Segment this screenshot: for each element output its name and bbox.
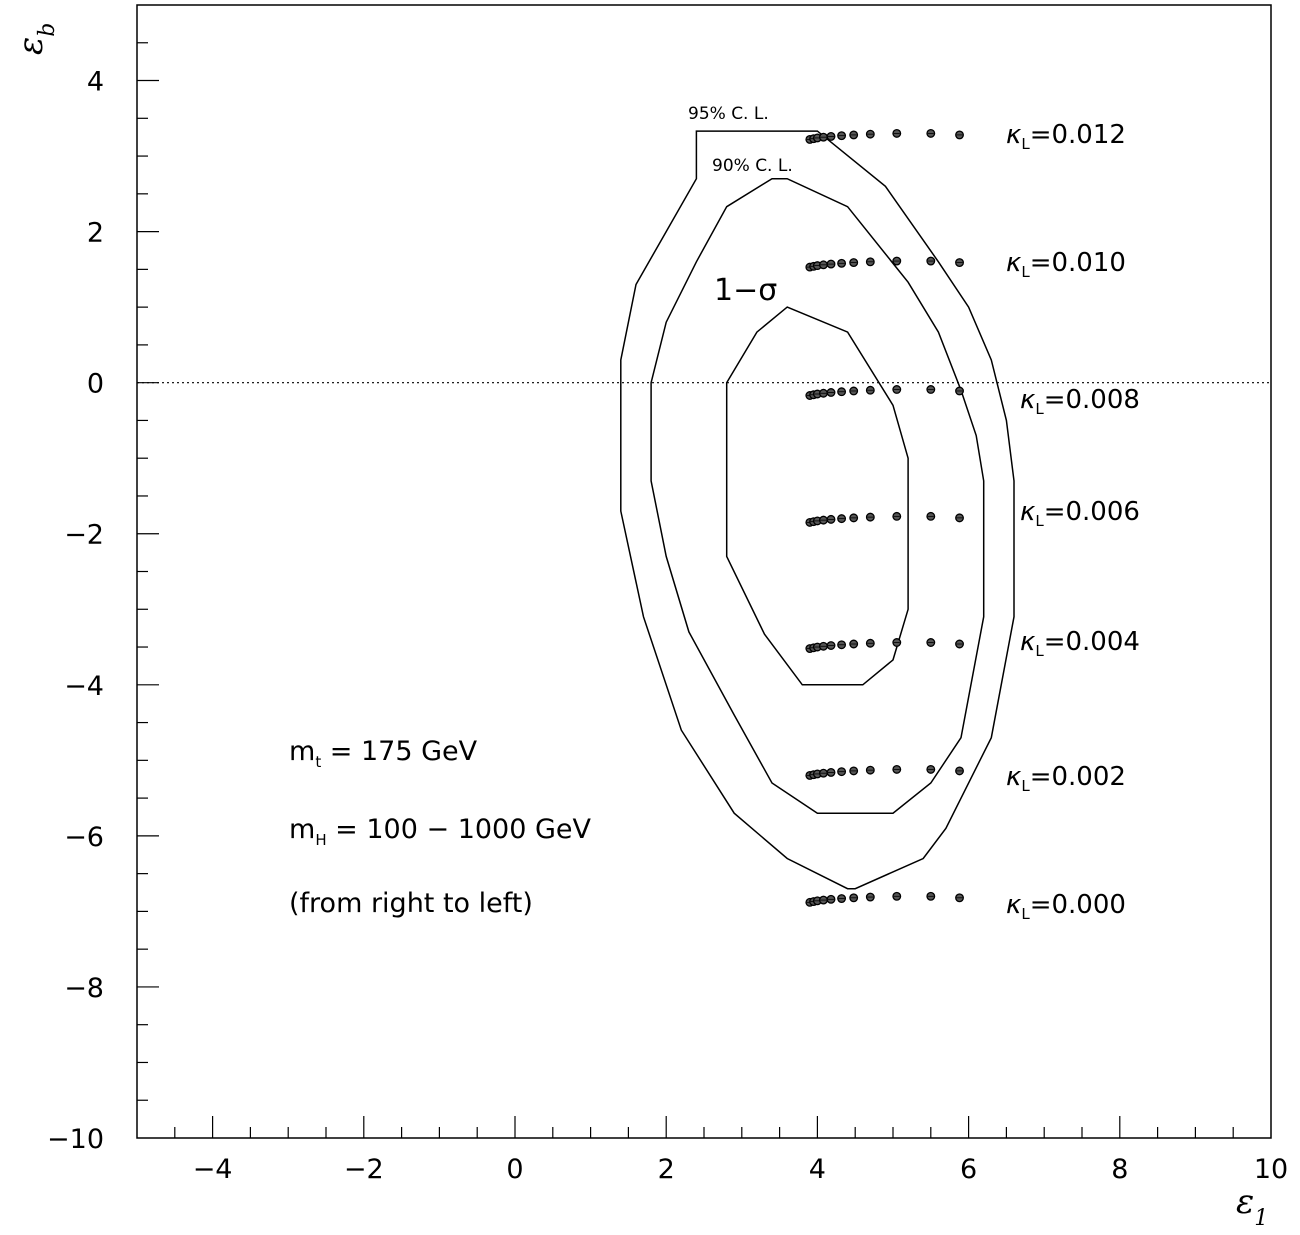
x-axis-label: ε1 — [1236, 1182, 1268, 1231]
x-tick-label: 4 — [809, 1154, 826, 1185]
y-tick-label: −4 — [64, 671, 104, 702]
tick-labels: −4 −2 0 2 4 6 8 10 4 2 0 −2 −4 −6 −8 −10 — [47, 67, 1288, 1185]
contour-label-95: 95% C. L. — [688, 104, 769, 124]
y-tick-label: −2 — [64, 520, 104, 551]
y-tick-label: 0 — [87, 369, 104, 400]
x-tick-label: 10 — [1254, 1154, 1288, 1185]
minor-ticks — [137, 42, 1234, 1138]
major-ticks — [137, 79, 1121, 1138]
y-axis-label: εb — [11, 23, 60, 55]
series-label: κL=0.008 — [1020, 385, 1140, 418]
series-labels: κL=0.012 κL=0.010 κL=0.008 κL=0.006 κL=0.004… — [1006, 120, 1140, 923]
y-tick-label: 2 — [87, 218, 104, 249]
contour-label-90: 90% C. L. — [712, 156, 793, 176]
series-label: κL=0.012 — [1006, 120, 1126, 153]
series-label: κL=0.002 — [1006, 762, 1126, 795]
annotation: mt = 175 GeV — [289, 736, 478, 771]
annotation: mH = 100 − 1000 GeV — [289, 814, 592, 849]
x-tick-label: 6 — [960, 1154, 977, 1185]
series-label: κL=0.010 — [1006, 248, 1126, 281]
series-label: κL=0.006 — [1020, 497, 1140, 530]
data-points — [805, 128, 964, 907]
x-tick-label: 8 — [1111, 1154, 1128, 1185]
x-tick-label: 2 — [658, 1154, 675, 1185]
y-tick-label: −8 — [64, 973, 104, 1004]
annotation: (from right to left) — [289, 888, 533, 919]
plot-frame — [136, 4, 1272, 1139]
contour-label-1-sigma: 1−σ — [714, 273, 777, 308]
series-label: κL=0.004 — [1020, 627, 1140, 660]
x-tick-label: −2 — [344, 1154, 384, 1185]
y-tick-label: −6 — [64, 822, 104, 853]
contour-95-cl — [620, 130, 1015, 890]
x-tick-label: −4 — [193, 1154, 233, 1185]
x-tick-label: 0 — [506, 1154, 523, 1185]
y-tick-label: 4 — [87, 67, 104, 98]
contour-90-cl — [650, 177, 985, 814]
confidence-contours: 95% C. L. 90% C. L. 1−σ — [620, 104, 1015, 890]
y-tick-label: −10 — [47, 1124, 104, 1155]
contour-1-sigma — [725, 306, 909, 686]
series-label: κL=0.000 — [1006, 890, 1126, 923]
annotations: mt = 175 GeV mH = 100 − 1000 GeV (from rig… — [289, 736, 592, 919]
